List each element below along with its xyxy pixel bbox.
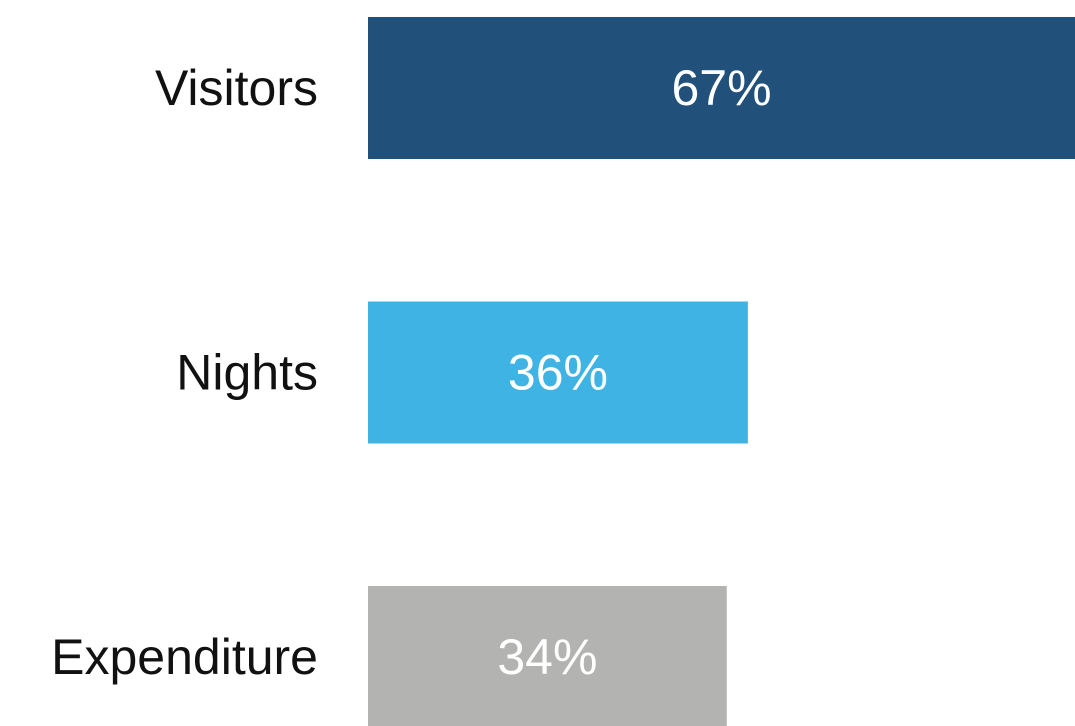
value-labels-group: 67% 36% 34%: [497, 60, 771, 685]
bars-group: [368, 17, 1075, 726]
bar-expenditure: [368, 586, 727, 726]
value-label-nights: 36%: [508, 345, 608, 401]
category-label-visitors: Visitors: [155, 60, 318, 116]
category-labels-group: Visitors Nights Expenditure: [51, 60, 318, 685]
bar-visitors: [368, 17, 1075, 159]
category-label-nights: Nights: [176, 345, 318, 401]
bar-nights: [368, 301, 748, 444]
category-label-expenditure: Expenditure: [51, 629, 318, 685]
value-label-visitors: 67%: [671, 60, 771, 116]
value-label-expenditure: 34%: [497, 629, 597, 685]
